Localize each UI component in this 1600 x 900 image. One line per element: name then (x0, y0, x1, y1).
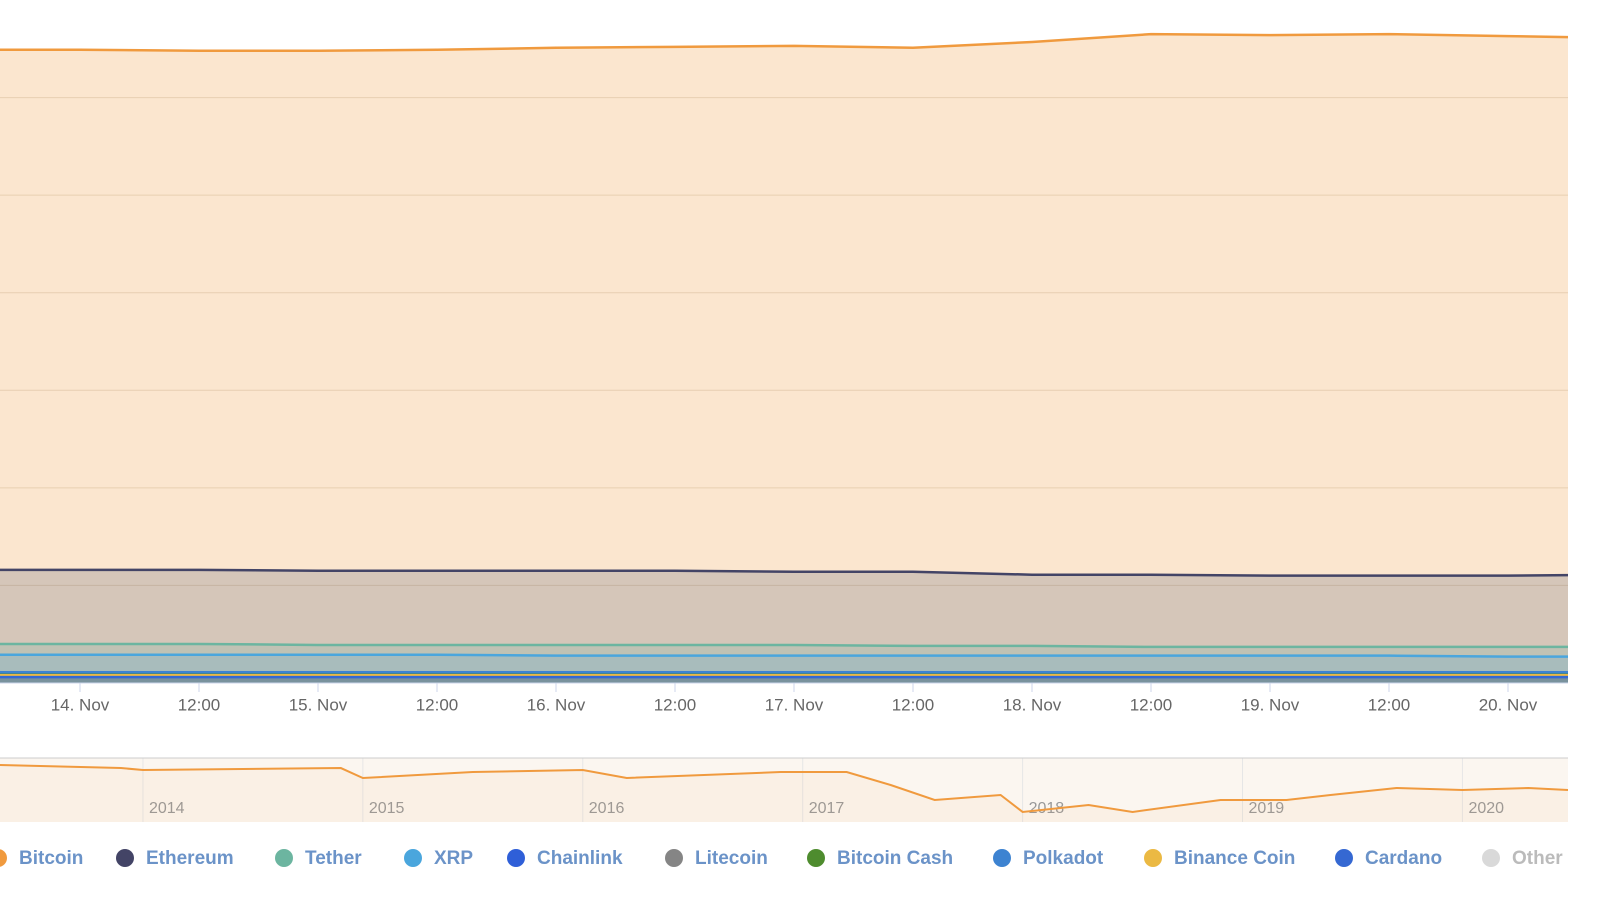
legend-item[interactable]: Chainlink (507, 848, 623, 869)
x-tick-label: 12:00 (178, 695, 221, 714)
legend-symbol (665, 849, 683, 867)
navigator-tick-label: 2015 (369, 800, 405, 817)
navigator-line (0, 763, 1568, 814)
navigator: 2014 2015 2016 2017 2018 2019 2020 (0, 758, 1568, 822)
legend-label: Other (1512, 848, 1563, 869)
legend-symbol (275, 849, 293, 867)
legend-label: Bitcoin Cash (837, 848, 953, 869)
legend-symbol (1144, 849, 1162, 867)
x-tick-label: 12:00 (654, 695, 697, 714)
legend-label: Litecoin (695, 848, 768, 869)
series-area (0, 677, 1568, 683)
x-tick-label: 12:00 (1130, 695, 1173, 714)
legend-item[interactable]: Cardano (1335, 848, 1442, 869)
x-tick-label: 19. Nov (1241, 695, 1300, 714)
x-tick-label: 20. Nov (1479, 695, 1538, 714)
legend-symbol (1482, 849, 1500, 867)
legend-item[interactable]: XRP (404, 848, 473, 869)
legend-label: XRP (434, 848, 473, 869)
series-line (0, 568, 1568, 577)
x-tick-label: 14. Nov (51, 695, 110, 714)
x-tick-label: 12:00 (416, 695, 459, 714)
legend-label: Bitcoin (19, 848, 83, 869)
legend-item[interactable]: Bitcoin Cash (807, 848, 953, 869)
legend: Bitcoin Ethereum Tether XRP Chainlink Litecoi… (0, 848, 1563, 869)
legend-symbol (0, 849, 7, 867)
navigator-tick-label: 2017 (809, 800, 845, 817)
x-tick-label: 17. Nov (765, 695, 824, 714)
x-tick-label: 15. Nov (289, 695, 348, 714)
legend-item[interactable]: Bitcoin (0, 848, 83, 869)
legend-symbol (404, 849, 422, 867)
navigator-area (0, 764, 1568, 822)
legend-symbol (807, 849, 825, 867)
legend-item[interactable]: Litecoin (665, 848, 768, 869)
legend-label: Cardano (1365, 848, 1442, 869)
legend-label: Chainlink (537, 848, 623, 869)
legend-label: Polkadot (1023, 848, 1104, 869)
navigator-tick-label: 2020 (1468, 800, 1504, 817)
legend-label: Ethereum (146, 848, 234, 869)
legend-symbol (993, 849, 1011, 867)
legend-item[interactable]: Polkadot (993, 848, 1104, 869)
x-tick-label: 18. Nov (1003, 695, 1062, 714)
plot-area (0, 32, 1568, 683)
series-area (0, 34, 1568, 683)
legend-item[interactable]: Binance Coin (1144, 848, 1295, 869)
series-line (0, 642, 1568, 649)
x-tick-label: 16. Nov (527, 695, 586, 714)
x-axis: 14. Nov 12:00 15. Nov 12:00 16. Nov 12:00 17. … (0, 682, 1568, 714)
legend-symbol (116, 849, 134, 867)
legend-label: Tether (305, 848, 362, 869)
x-tick-label: 12:00 (892, 695, 935, 714)
series-line (0, 653, 1568, 658)
legend-item[interactable]: Other (1482, 848, 1563, 869)
navigator-tick-label: 2014 (149, 800, 185, 817)
legend-label: Binance Coin (1174, 848, 1295, 869)
legend-symbol (507, 849, 525, 867)
legend-item[interactable]: Tether (275, 848, 362, 869)
series-line (0, 32, 1568, 52)
legend-item[interactable]: Ethereum (116, 848, 234, 869)
legend-symbol (1335, 849, 1353, 867)
navigator-tick-label: 2016 (589, 800, 625, 817)
x-tick-label: 12:00 (1368, 695, 1411, 714)
navigator-tick-label: 2019 (1249, 800, 1285, 817)
